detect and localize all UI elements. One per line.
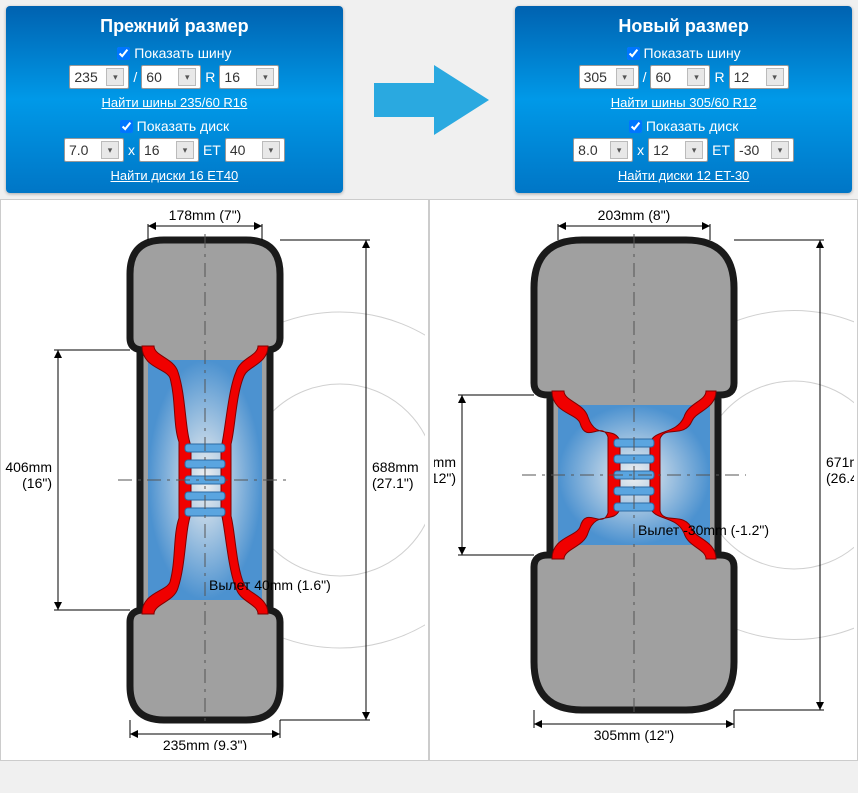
chevron-down-icon: ▾ (771, 141, 789, 159)
chevron-down-icon: ▾ (106, 68, 124, 86)
new-tire-diameter-select[interactable]: 12▾ (729, 65, 789, 89)
new-diagram-column: 203mm (8") 671mm(26.4") 305mm(12") Вылет -3… (429, 199, 858, 761)
x-label: x (128, 142, 135, 158)
new-show-tire-checkbox[interactable] (627, 47, 640, 60)
new-tire-width-select[interactable]: 305▾ (579, 65, 639, 89)
new-panel-title: Новый размер (523, 16, 844, 37)
chevron-down-icon: ▾ (610, 141, 628, 159)
old-show-tire-label: Показать шину (134, 45, 231, 61)
old-find-wheels-link[interactable]: Найти диски 16 ET40 (111, 168, 239, 183)
new-show-tire-label: Показать шину (644, 45, 741, 61)
chevron-down-icon: ▾ (176, 141, 194, 159)
old-wheel-et-select[interactable]: 40▾ (225, 138, 285, 162)
svg-text:406mm: 406mm (5, 459, 52, 475)
old-tire-width-select[interactable]: 235▾ (69, 65, 129, 89)
new-size-panel: Новый размер Показать шину 305▾ / 60▾ R … (515, 6, 852, 193)
slash-label: / (643, 69, 647, 85)
et-label: ET (712, 142, 730, 158)
chevron-down-icon: ▾ (262, 141, 280, 159)
old-wheel-diameter-select[interactable]: 16▾ (139, 138, 199, 162)
chevron-down-icon: ▾ (178, 68, 196, 86)
chevron-down-icon: ▾ (101, 141, 119, 159)
new-tire-profile-select[interactable]: 60▾ (650, 65, 710, 89)
chevron-down-icon: ▾ (766, 68, 784, 86)
svg-text:305mm (12"): 305mm (12") (593, 727, 673, 743)
svg-text:(27.1"): (27.1") (372, 475, 414, 491)
svg-text:Вылет 40mm (1.6"): Вылет 40mm (1.6") (209, 577, 331, 593)
old-show-wheel-checkbox[interactable] (120, 120, 133, 133)
right-arrow-icon (364, 55, 494, 145)
old-tire-diagram: 178mm (7") 688mm(27.1") 406mm(16") Вылет 40… (5, 210, 425, 750)
svg-text:(16"): (16") (22, 475, 52, 491)
svg-text:688mm: 688mm (372, 459, 419, 475)
svg-text:(26.4"): (26.4") (826, 470, 854, 486)
arrow-column (349, 6, 509, 193)
new-find-tires-link[interactable]: Найти шины 305/60 R12 (611, 95, 757, 110)
new-find-wheels-link[interactable]: Найти диски 12 ET-30 (618, 168, 749, 183)
et-label: ET (203, 142, 221, 158)
chevron-down-icon: ▾ (685, 141, 703, 159)
old-diagram-column: 178mm (7") 688mm(27.1") 406mm(16") Вылет 40… (0, 199, 429, 761)
svg-text:235mm (9.3"): 235mm (9.3") (162, 737, 246, 750)
new-show-wheel-label: Показать диск (646, 118, 739, 134)
svg-text:305mm: 305mm (434, 454, 456, 470)
svg-text:203mm (8"): 203mm (8") (597, 210, 670, 223)
r-label: R (714, 69, 724, 85)
old-panel-title: Прежний размер (14, 16, 335, 37)
old-tire-profile-select[interactable]: 60▾ (141, 65, 201, 89)
svg-text:671mm: 671mm (826, 454, 854, 470)
new-tire-diagram: 203mm (8") 671mm(26.4") 305mm(12") Вылет -3… (434, 210, 854, 750)
slash-label: / (133, 69, 137, 85)
x-label: x (637, 142, 644, 158)
chevron-down-icon: ▾ (256, 68, 274, 86)
r-label: R (205, 69, 215, 85)
old-show-tire-checkbox[interactable] (117, 47, 130, 60)
old-wheel-width-select[interactable]: 7.0▾ (64, 138, 124, 162)
old-tire-diameter-select[interactable]: 16▾ (219, 65, 279, 89)
chevron-down-icon: ▾ (687, 68, 705, 86)
new-wheel-et-select[interactable]: -30▾ (734, 138, 794, 162)
chevron-down-icon: ▾ (616, 68, 634, 86)
new-show-wheel-checkbox[interactable] (629, 120, 642, 133)
svg-text:(12"): (12") (434, 470, 456, 486)
new-wheel-diameter-select[interactable]: 12▾ (648, 138, 708, 162)
old-find-tires-link[interactable]: Найти шины 235/60 R16 (102, 95, 248, 110)
old-size-panel: Прежний размер Показать шину 235▾ / 60▾ … (6, 6, 343, 193)
diagrams-row: 178mm (7") 688mm(27.1") 406mm(16") Вылет 40… (0, 199, 858, 761)
top-controls-row: Прежний размер Показать шину 235▾ / 60▾ … (0, 0, 858, 199)
svg-text:178mm (7"): 178mm (7") (168, 210, 241, 223)
new-wheel-width-select[interactable]: 8.0▾ (573, 138, 633, 162)
svg-text:Вылет -30mm (-1.2"): Вылет -30mm (-1.2") (638, 522, 769, 538)
old-show-wheel-label: Показать диск (137, 118, 230, 134)
